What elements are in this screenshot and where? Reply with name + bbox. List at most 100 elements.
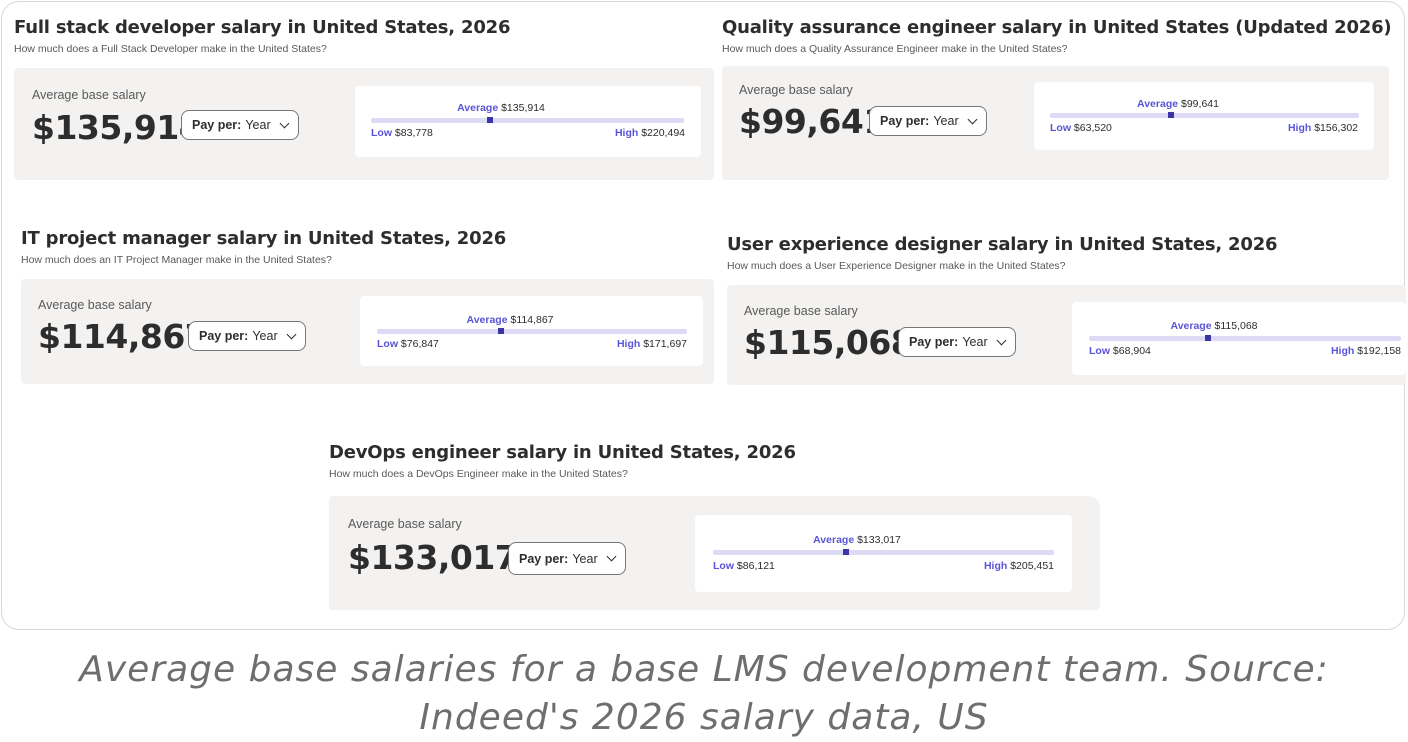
salary-range-track xyxy=(371,118,684,123)
chevron-down-icon xyxy=(286,329,297,339)
pay-per-select[interactable]: Pay per: Year xyxy=(188,321,306,351)
salary-title: DevOps engineer salary in United States,… xyxy=(329,442,796,463)
low-salary: Low $83,778 xyxy=(371,127,433,139)
high-salary: High $171,697 xyxy=(617,338,687,350)
salary-card: Average base salary $115,068 Pay per: Ye… xyxy=(727,285,1406,385)
salary-range-box: Average $99,641 Low $63,520 High $156,30… xyxy=(1034,82,1374,150)
chevron-down-icon xyxy=(606,551,617,562)
low-salary: Low $63,520 xyxy=(1050,122,1112,134)
average-value: $133,017 xyxy=(857,534,901,546)
high-word: High xyxy=(1287,122,1312,134)
high-word: High xyxy=(616,338,641,350)
salary-title: Full stack developer salary in United St… xyxy=(14,17,511,38)
salary-range-track xyxy=(1050,113,1359,118)
salary-subtitle: How much does a Full Stack Developer mak… xyxy=(14,43,327,55)
high-value: $192,158 xyxy=(1357,345,1401,357)
pay-per-label: Pay per: xyxy=(519,551,569,566)
salary-range-track xyxy=(1089,336,1401,341)
salary-range-box: Average $115,068 Low $68,904 High $192,1… xyxy=(1072,302,1406,375)
average-value: $115,068 xyxy=(1214,320,1258,332)
average-base-salary-label: Average base salary xyxy=(744,304,858,318)
high-salary: High $192,158 xyxy=(1331,345,1401,357)
salary-block-it-project-manager: IT project manager salary in United Stat… xyxy=(21,228,506,266)
salary-block-qa-engineer: Quality assurance engineer salary in Uni… xyxy=(722,17,1392,55)
chevron-down-icon xyxy=(967,114,978,124)
high-salary: High $220,494 xyxy=(615,127,685,139)
chevron-down-icon xyxy=(279,118,290,128)
chevron-down-icon xyxy=(996,335,1007,345)
salary-title: User experience designer salary in Unite… xyxy=(727,234,1278,255)
average-salary-text: Average $114,867 xyxy=(467,314,554,326)
average-salary-text: Average $99,641 xyxy=(1137,98,1219,110)
low-word: Low xyxy=(371,127,392,139)
salary-range-box: Average $114,867 Low $76,847 High $171,6… xyxy=(360,296,703,366)
salary-title: Quality assurance engineer salary in Uni… xyxy=(722,17,1392,38)
average-marker xyxy=(1167,112,1174,118)
high-word: High xyxy=(614,127,639,139)
average-value: $99,641 xyxy=(1181,98,1219,110)
average-salary-text: Average $135,914 xyxy=(457,102,545,114)
average-base-salary-label: Average base salary xyxy=(348,517,462,531)
pay-per-label: Pay per: xyxy=(199,329,249,343)
salary-subtitle: How much does a DevOps Engineer make in … xyxy=(329,468,628,480)
high-value: $205,451 xyxy=(1010,560,1054,572)
salary-card: Average base salary $135,914 Pay per: Ye… xyxy=(14,68,714,180)
low-value: $86,121 xyxy=(736,560,775,572)
salary-block-ux-designer: User experience designer salary in Unite… xyxy=(727,234,1278,272)
low-value: $68,904 xyxy=(1112,345,1151,357)
low-word: Low xyxy=(377,338,398,350)
average-value: $135,914 xyxy=(501,102,545,114)
figure-caption: Average base salaries for a base LMS dev… xyxy=(79,649,1329,738)
pay-per-select[interactable]: Pay per: Year xyxy=(181,110,299,140)
pay-per-value: Year xyxy=(252,329,278,343)
low-value: $63,520 xyxy=(1073,122,1112,134)
pay-per-label: Pay per: xyxy=(192,118,242,132)
average-word: Average xyxy=(457,102,499,114)
salary-amount: $115,068 xyxy=(744,323,914,362)
salary-block-devops-engineer: DevOps engineer salary in United States,… xyxy=(329,442,796,480)
pay-per-select[interactable]: Pay per: Year xyxy=(898,327,1016,357)
high-value: $171,697 xyxy=(643,338,687,350)
high-value: $156,302 xyxy=(1314,122,1358,134)
average-value: $114,867 xyxy=(510,314,554,326)
salary-range-box: Average $133,017 Low $86,121 High $205,4… xyxy=(695,515,1072,592)
average-marker xyxy=(1204,335,1211,341)
pay-per-value: Year xyxy=(245,118,271,132)
average-salary-text: Average $133,017 xyxy=(813,534,901,546)
average-marker xyxy=(842,549,849,555)
high-word: High xyxy=(983,560,1008,572)
pay-per-value: Year xyxy=(962,335,988,349)
salary-subtitle: How much does an IT Project Manager make… xyxy=(21,254,332,266)
low-value: $76,847 xyxy=(400,338,439,350)
average-salary-text: Average $115,068 xyxy=(1171,320,1258,332)
low-salary: Low $86,121 xyxy=(713,560,775,572)
low-word: Low xyxy=(1050,122,1071,134)
salary-block-full-stack: Full stack developer salary in United St… xyxy=(14,17,511,55)
salary-range-box: Average $135,914 Low $83,778 High $220,4… xyxy=(355,86,701,157)
low-value: $83,778 xyxy=(394,127,433,139)
high-word: High xyxy=(1330,345,1355,357)
average-word: Average xyxy=(466,314,508,326)
pay-per-label: Pay per: xyxy=(880,114,930,128)
pay-per-value: Year xyxy=(933,114,959,128)
salary-title: IT project manager salary in United Stat… xyxy=(21,228,507,249)
salary-subtitle: How much does a Quality Assurance Engine… xyxy=(722,43,1068,55)
salary-amount: $114,867 xyxy=(38,317,208,356)
low-salary: Low $76,847 xyxy=(377,338,439,350)
salary-range-track xyxy=(713,550,1054,555)
salary-card: Average base salary $114,867 Pay per: Ye… xyxy=(21,279,714,384)
high-salary: High $205,451 xyxy=(984,560,1054,572)
average-word: Average xyxy=(1137,98,1179,110)
pay-per-select[interactable]: Pay per: Year xyxy=(508,542,626,575)
average-base-salary-label: Average base salary xyxy=(739,83,853,97)
high-value: $220,494 xyxy=(641,127,685,139)
pay-per-select[interactable]: Pay per: Year xyxy=(869,106,987,136)
salary-card: Average base salary $133,017 Pay per: Ye… xyxy=(329,496,1100,610)
average-word: Average xyxy=(813,534,855,546)
high-salary: High $156,302 xyxy=(1288,122,1358,134)
average-base-salary-label: Average base salary xyxy=(32,88,146,102)
salary-range-track xyxy=(377,329,687,334)
low-word: Low xyxy=(713,560,734,572)
average-marker xyxy=(486,117,493,123)
pay-per-label: Pay per: xyxy=(909,335,959,349)
